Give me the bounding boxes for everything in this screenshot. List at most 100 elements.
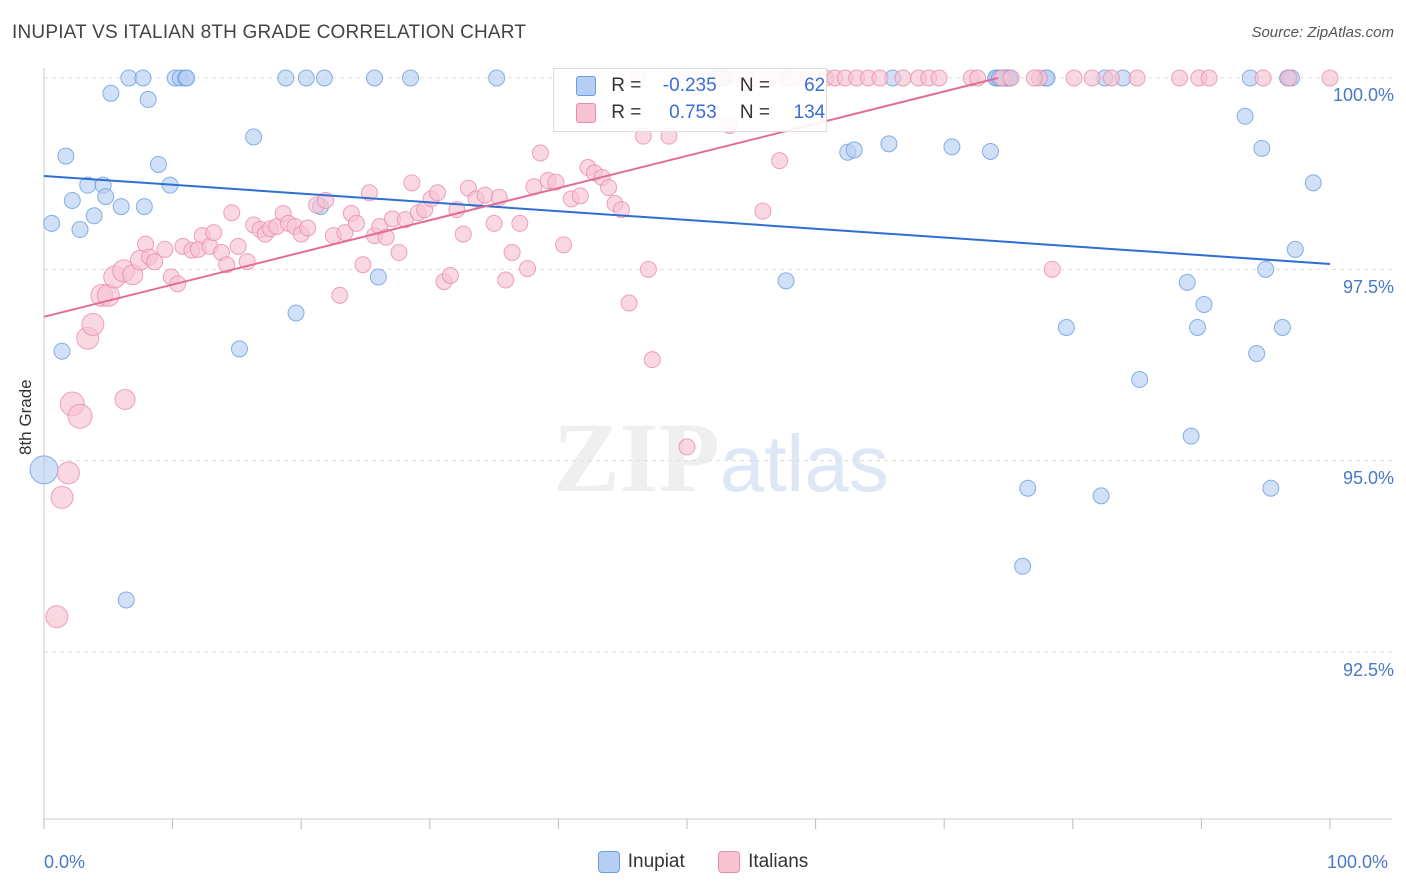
italians-point-67 xyxy=(476,186,494,204)
inupiat-point-49 xyxy=(981,142,999,160)
italians-point-44 xyxy=(331,286,349,304)
italians-point-128 xyxy=(1083,69,1101,87)
inupiat-point-15 xyxy=(135,198,153,216)
italians-point-91 xyxy=(643,351,661,369)
italians-point-64 xyxy=(454,225,472,243)
italians-point-134 xyxy=(1254,69,1272,87)
stats-row-italians: R = 0.753 N = 134 xyxy=(576,102,825,128)
italians-point-6 xyxy=(81,312,105,336)
italians-point-1 xyxy=(50,485,74,509)
inupiat-point-74 xyxy=(1189,318,1207,336)
y-tick-label-100: 100.0% xyxy=(1332,85,1394,105)
watermark-zip: ZIP xyxy=(553,402,720,513)
y-tick-label-97-5: 97.5% xyxy=(1342,277,1394,297)
n-label: N = xyxy=(739,75,770,96)
inupiat-point-13 xyxy=(120,69,138,87)
italians-legend-swatch xyxy=(718,851,741,873)
inupiat-point-64 xyxy=(1019,479,1037,497)
inupiat-point-10 xyxy=(102,84,120,102)
inupiat-point-17 xyxy=(149,155,167,173)
italians-point-47 xyxy=(347,214,365,232)
italians-point-87 xyxy=(620,294,638,312)
inupiat-point-0 xyxy=(29,455,59,485)
stats-row-inupiat: R = -0.235 N = 62 xyxy=(576,75,825,101)
italians-point-86 xyxy=(612,201,630,219)
inupiat-point-46 xyxy=(880,135,898,153)
inupiat-point-7 xyxy=(85,207,103,225)
inupiat-point-22 xyxy=(178,69,196,87)
inupiat-point-76 xyxy=(1236,107,1254,125)
inupiat-point-26 xyxy=(287,304,305,322)
inupiat-point-2 xyxy=(53,342,71,360)
inupiat-point-78 xyxy=(1248,345,1266,363)
y-tick-label-95: 95.0% xyxy=(1342,468,1394,488)
italians-point-90 xyxy=(639,260,657,278)
italians-point-115 xyxy=(871,69,889,87)
italians-point-103 xyxy=(754,202,772,220)
inupiat-point-80 xyxy=(1257,260,1275,278)
italians-point-131 xyxy=(1171,69,1189,87)
inupiat-legend-swatch xyxy=(597,851,620,873)
italians-point-72 xyxy=(511,214,529,232)
italians-point-54 xyxy=(390,243,408,261)
italians-point-60 xyxy=(429,184,447,202)
inupiat-point-84 xyxy=(1286,240,1304,258)
italians-point-77 xyxy=(547,173,565,191)
italians-point-105 xyxy=(771,152,789,170)
y-axis-label: 8th Grade xyxy=(16,379,35,455)
chart-title: INUPIAT VS ITALIAN 8TH GRADE CORRELATION… xyxy=(12,22,527,43)
italians-point-28 xyxy=(223,204,241,222)
watermark-atlas: atlas xyxy=(719,419,889,508)
n-value: 62 xyxy=(804,75,826,96)
n-value: 134 xyxy=(793,102,826,123)
italians-point-11 xyxy=(114,388,136,410)
italians-point-48 xyxy=(354,256,372,274)
italians-point-78 xyxy=(555,236,573,254)
r-value: 0.753 xyxy=(669,102,717,123)
inupiat-point-73 xyxy=(1182,427,1200,445)
italians-point-130 xyxy=(1128,69,1146,87)
italians-point-29 xyxy=(229,237,247,255)
inupiat-point-12 xyxy=(117,591,135,609)
inupiat-point-16 xyxy=(139,90,157,108)
r-label: R = xyxy=(611,102,642,123)
italians-point-0 xyxy=(45,605,69,629)
x-tick-label-min: 0.0% xyxy=(44,852,86,872)
inupiat-point-72 xyxy=(1178,273,1196,291)
italians-point-2 xyxy=(56,461,80,485)
italians-point-126 xyxy=(1043,260,1061,278)
inupiat-point-3 xyxy=(57,147,75,165)
inupiat-point-23 xyxy=(230,340,248,358)
inupiat-point-33 xyxy=(488,69,506,87)
inupiat-point-5 xyxy=(71,221,89,239)
italians-point-62 xyxy=(441,266,459,284)
legend-item-inupiat[interactable]: Inupiat xyxy=(597,851,685,873)
inupiat-point-67 xyxy=(1057,318,1075,336)
r-value: -0.235 xyxy=(662,75,717,96)
r-label: R = xyxy=(611,75,642,96)
inupiat-point-11 xyxy=(112,198,130,216)
legend-label-italians: Italians xyxy=(748,851,809,873)
italians-point-129 xyxy=(1102,69,1120,87)
series-legend: Inupiat Italians xyxy=(0,851,1406,873)
watermark: ZIPatlas xyxy=(553,400,889,515)
italians-point-136 xyxy=(1321,69,1339,87)
inupiat-point-4 xyxy=(63,191,81,209)
inupiat-point-75 xyxy=(1195,296,1213,314)
italians-point-119 xyxy=(930,69,948,87)
inupiat-point-82 xyxy=(1273,318,1291,336)
inupiat-point-9 xyxy=(97,188,115,206)
inupiat-point-27 xyxy=(297,69,315,87)
inupiat-point-63 xyxy=(1014,557,1032,575)
legend-item-italians[interactable]: Italians xyxy=(718,851,808,873)
italians-point-123 xyxy=(1002,69,1020,87)
inupiat-trend-line xyxy=(43,174,1331,265)
italians-point-17 xyxy=(156,240,174,258)
italians-point-49 xyxy=(360,184,378,202)
italians-swatch xyxy=(576,102,596,123)
italians-point-127 xyxy=(1065,69,1083,87)
inupiat-point-32 xyxy=(402,69,420,87)
italians-point-40 xyxy=(299,219,317,237)
italians-point-84 xyxy=(600,178,618,196)
italians-point-75 xyxy=(531,144,549,162)
